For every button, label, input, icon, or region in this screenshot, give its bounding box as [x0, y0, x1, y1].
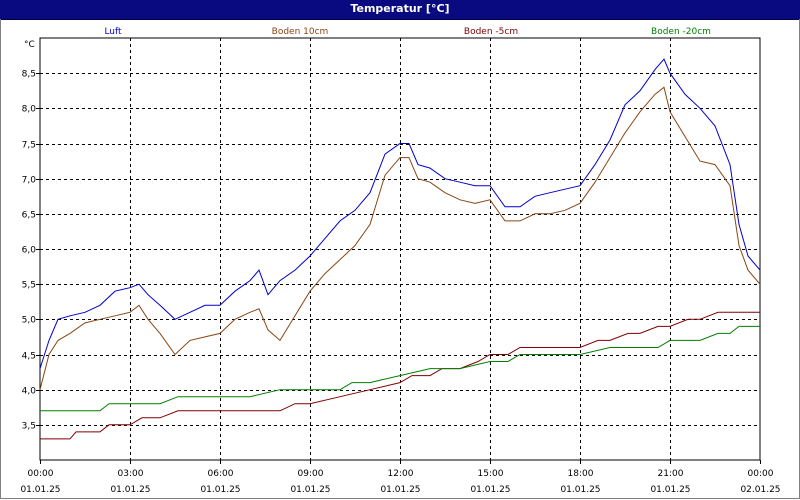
- y-axis-ticks: 3,5 4,0 4,5 5,0 5,5 6,0 6,5 7,0 7,5 8,0 8,5: [22, 70, 37, 432]
- legend-entry: Luft: [104, 27, 122, 37]
- y-tick-label: 4,5: [22, 352, 36, 362]
- y-tick-label: 7,5: [22, 141, 36, 151]
- series-line-luft: [39, 58, 761, 369]
- series-line-boden-20cm: [40, 325, 760, 412]
- y-tick-label: 3,5: [22, 422, 36, 432]
- series-line-boden-10cm: [39, 86, 761, 390]
- legend-entry: Boden -20cm: [651, 27, 711, 37]
- x-tick-time-label: 00:00: [28, 469, 54, 479]
- y-tick-label: 5,5: [22, 281, 36, 291]
- x-tick-time-label: 06:00: [208, 469, 234, 479]
- y-axis-unit-label: °C: [24, 40, 35, 50]
- x-tick-time-label: 21:00: [658, 469, 684, 479]
- y-tick-label: 4,0: [22, 387, 37, 397]
- x-tick-date-label: 01.01.25: [560, 485, 600, 495]
- x-tick-date-label: 01.01.25: [110, 485, 150, 495]
- window-title: Temperatur [°C]: [0, 0, 800, 20]
- y-tick-label: 6,0: [22, 246, 37, 256]
- chart-grid: [40, 38, 760, 460]
- y-tick-label: 8,5: [22, 70, 36, 80]
- x-tick-time-label: 12:00: [388, 469, 414, 479]
- y-tick-label: 7,0: [22, 176, 37, 186]
- x-tick-date-label: 01.01.25: [470, 485, 510, 495]
- x-tick-time-label: 03:00: [118, 469, 144, 479]
- x-tick-date-label: 01.01.25: [20, 485, 60, 495]
- chart-series: [39, 58, 761, 440]
- legend-entry: Boden 10cm: [272, 27, 329, 37]
- x-tick-date-label: 01.01.25: [650, 485, 690, 495]
- x-tick-time-label: 09:00: [298, 469, 324, 479]
- chart-axes: [36, 37, 761, 464]
- x-tick-time-label: 18:00: [568, 469, 594, 479]
- x-tick-date-label: 01.01.25: [380, 485, 420, 495]
- x-tick-date-label: 01.01.25: [290, 485, 330, 495]
- chart-legend: Luft Boden 10cm Boden -5cm Boden -20cm: [104, 27, 711, 37]
- y-tick-label: 5,0: [22, 316, 37, 326]
- legend-entry: Boden -5cm: [464, 27, 518, 37]
- x-axis-ticks: 00:00 01.01.25 03:00 01.01.25 06:00 01.01.25 0…: [20, 469, 780, 495]
- x-tick-time-label: 00:00: [748, 469, 774, 479]
- x-tick-date-label: 02.01.25: [740, 485, 780, 495]
- x-tick-date-label: 01.01.25: [200, 485, 240, 495]
- series-line-boden-5cm: [40, 311, 760, 440]
- x-tick-time-label: 15:00: [478, 469, 504, 479]
- y-tick-label: 8,0: [22, 105, 37, 115]
- y-tick-label: 6,5: [22, 211, 36, 221]
